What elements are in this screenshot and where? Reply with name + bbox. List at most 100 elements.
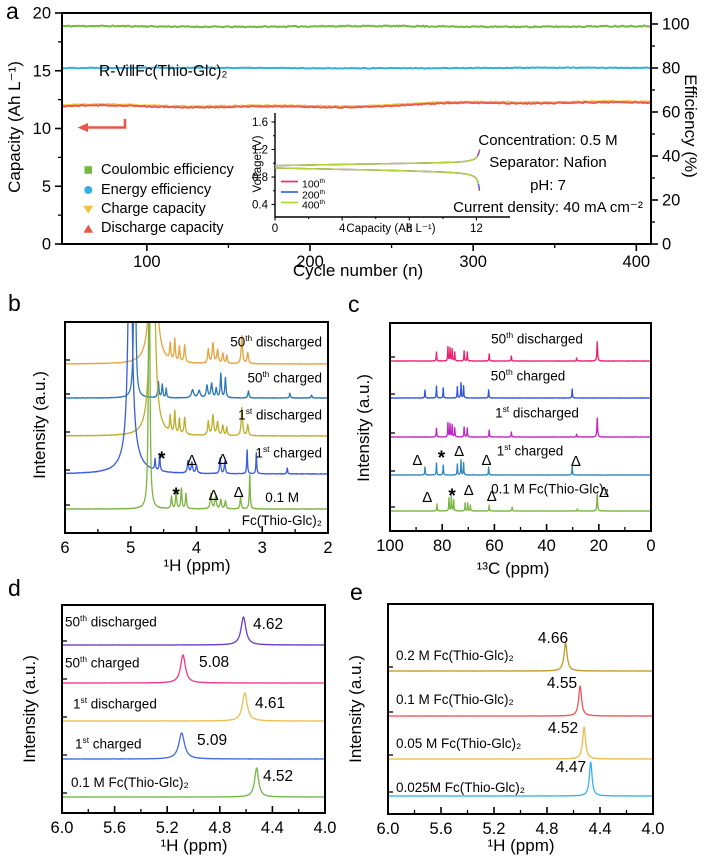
t-num: 1 [75, 736, 83, 752]
t-suffix: th [506, 329, 514, 340]
y-right-tick-label: 20 [662, 192, 680, 210]
t-suffix: th [262, 369, 270, 379]
t-rest: discharged [87, 696, 157, 712]
delta-marker: Δ [187, 452, 197, 469]
nmr-trace-e-0 [389, 642, 652, 672]
axis-label-a-x: Cycle number (n) [292, 261, 424, 280]
nmr-trace-d-3 [63, 732, 324, 760]
trace-label-d-01m: 0.1 M Fc(Thio-Glc)₂ [71, 775, 189, 790]
trace-label-b-50th-charged: 50th charged [247, 369, 322, 386]
nmr-trace-c-0 [391, 341, 650, 362]
panel-label-e: e [350, 579, 363, 605]
t-suffix: st [262, 444, 270, 454]
y-left-tick-label: 20 [33, 5, 51, 23]
trace-label-c-50th-charged: 50th charged [491, 367, 566, 384]
axis-label-d-y: Intensity (a.u.) [20, 655, 39, 763]
inset-charge-curve [274, 155, 478, 167]
t-suffix: st [245, 406, 253, 416]
plot-frame-d [61, 604, 326, 814]
axis-label-c-x: ¹³C (ppm) [476, 559, 550, 578]
axis-label-e-y: Intensity (a.u.) [346, 655, 365, 763]
x-tick-label: 5.2 [483, 820, 506, 838]
t-num: 50 [230, 334, 246, 350]
trace-label-b-01m-line2: Fc(Thio-Glc)₂ [241, 513, 322, 528]
x-tick-label: 4 [192, 539, 201, 557]
panel-d: 6.0 5.6 5.2 4.8 4.4 4.0 [51, 604, 336, 837]
y-left-tick-label: 0 [42, 236, 51, 254]
nmr-trace-c-4 [391, 493, 650, 512]
inset-x-tick-label: 8 [406, 223, 412, 235]
delta-marker: Δ [571, 453, 581, 470]
plot-frame-e [387, 603, 654, 815]
x-tick-label: 4.8 [208, 819, 231, 837]
inset-x-tick-label: 0 [272, 223, 278, 235]
inset-voltage-profile: 0.4 0.8 1.2 1.6 0 4 8 12 [252, 113, 510, 235]
delta-marker: Δ [454, 443, 464, 460]
legend-item-discharge: Discharge capacity [101, 220, 224, 236]
x-tick-label: 2 [323, 539, 332, 557]
traces-group [66, 323, 327, 510]
delta-marker: Δ [464, 482, 474, 499]
axis-label-b-y: Intensity (a.u.) [30, 371, 49, 479]
nmr-trace-d-1 [63, 654, 324, 684]
t-rest: discharged [513, 331, 583, 347]
trace-label-b-1st-charged: 1st charged [255, 444, 322, 461]
x-tick-label: 40 [537, 537, 555, 555]
legend-item-energy: Energy efficiency [101, 182, 212, 198]
trace-label-d-50th-charged: 50th charged [65, 654, 140, 671]
inset-y-tick-label: 0.4 [252, 200, 269, 212]
peak-value-e-466: 4.66 [537, 630, 569, 647]
nmr-trace-c-2 [391, 417, 650, 438]
panel-label-b: b [8, 290, 21, 316]
x-tick-label: 4.0 [642, 820, 665, 838]
delta-marker: Δ [599, 484, 609, 501]
t-suffix: th [505, 366, 513, 377]
x-tick-label: 3 [258, 539, 267, 557]
inset-legend-200th: 200th [302, 187, 325, 202]
t-num: 1 [73, 696, 81, 712]
left-axis-arrowhead [77, 123, 88, 132]
trace-label-e-0025m: 0.025M Fc(Thio-Glc)₂ [396, 780, 526, 795]
inset-y-tick-label: 0.8 [252, 172, 268, 184]
series-energy-efficiency [62, 66, 651, 70]
t-num: 1 [255, 445, 263, 461]
x-tick-label: 6 [60, 539, 69, 557]
trace-label-c-1st-charged: 1st charged [497, 442, 564, 459]
t-rest: charged [269, 445, 322, 461]
trace-label-e-02m: 0.2 M Fc(Thio-Glc)₂ [396, 648, 514, 663]
inset-ylabel: Voltage (V) [252, 135, 264, 193]
inset-xlabel: Capacity (Ah L⁻¹) [346, 223, 436, 235]
t-suffix: th [80, 613, 88, 623]
legend-marker-triangle-up [83, 224, 94, 233]
y-right-tick-label: 40 [662, 148, 680, 166]
nmr-trace-b-3 [66, 323, 327, 475]
nmr-trace-d-4 [63, 767, 324, 798]
nmr-trace-e-1 [389, 685, 652, 717]
peak-value-d-461: 4.61 [255, 695, 286, 712]
t-suffix: st [80, 695, 88, 705]
t-rest: charged [510, 443, 564, 459]
axis-label-c-y: Intensity (a.u.) [354, 374, 373, 482]
delta-marker: Δ [218, 451, 228, 468]
asterisk-marker: * [172, 485, 180, 506]
asterisk-marker: * [448, 486, 456, 507]
inset-legend-400th-suffix: th [319, 199, 325, 206]
inset-legend-400th-num: 400 [302, 199, 320, 212]
x-tick-label: 300 [459, 253, 487, 271]
trace-label-e-01m: 0.1 M Fc(Thio-Glc)₂ [396, 692, 514, 707]
delta-marker: Δ [209, 487, 219, 504]
inset-legend-100th: 100th [302, 176, 325, 191]
nmr-trace-b-2 [66, 323, 327, 437]
trace-label-c-1st-discharged: 1st discharged [495, 404, 579, 421]
y-right-tick-label: 60 [662, 104, 680, 122]
x-tick-label: 5.6 [430, 820, 453, 838]
nmr-trace-b-1 [66, 323, 327, 399]
series-coulombic-efficiency [62, 24, 651, 29]
inset-y-tick-label: 1.2 [252, 145, 268, 157]
t-num: 50 [65, 655, 81, 671]
nmr-trace-b-0 [66, 323, 327, 365]
trace-label-c-50th-discharged: 50th discharged [491, 330, 583, 347]
y-left-tick-label: 15 [33, 62, 51, 80]
